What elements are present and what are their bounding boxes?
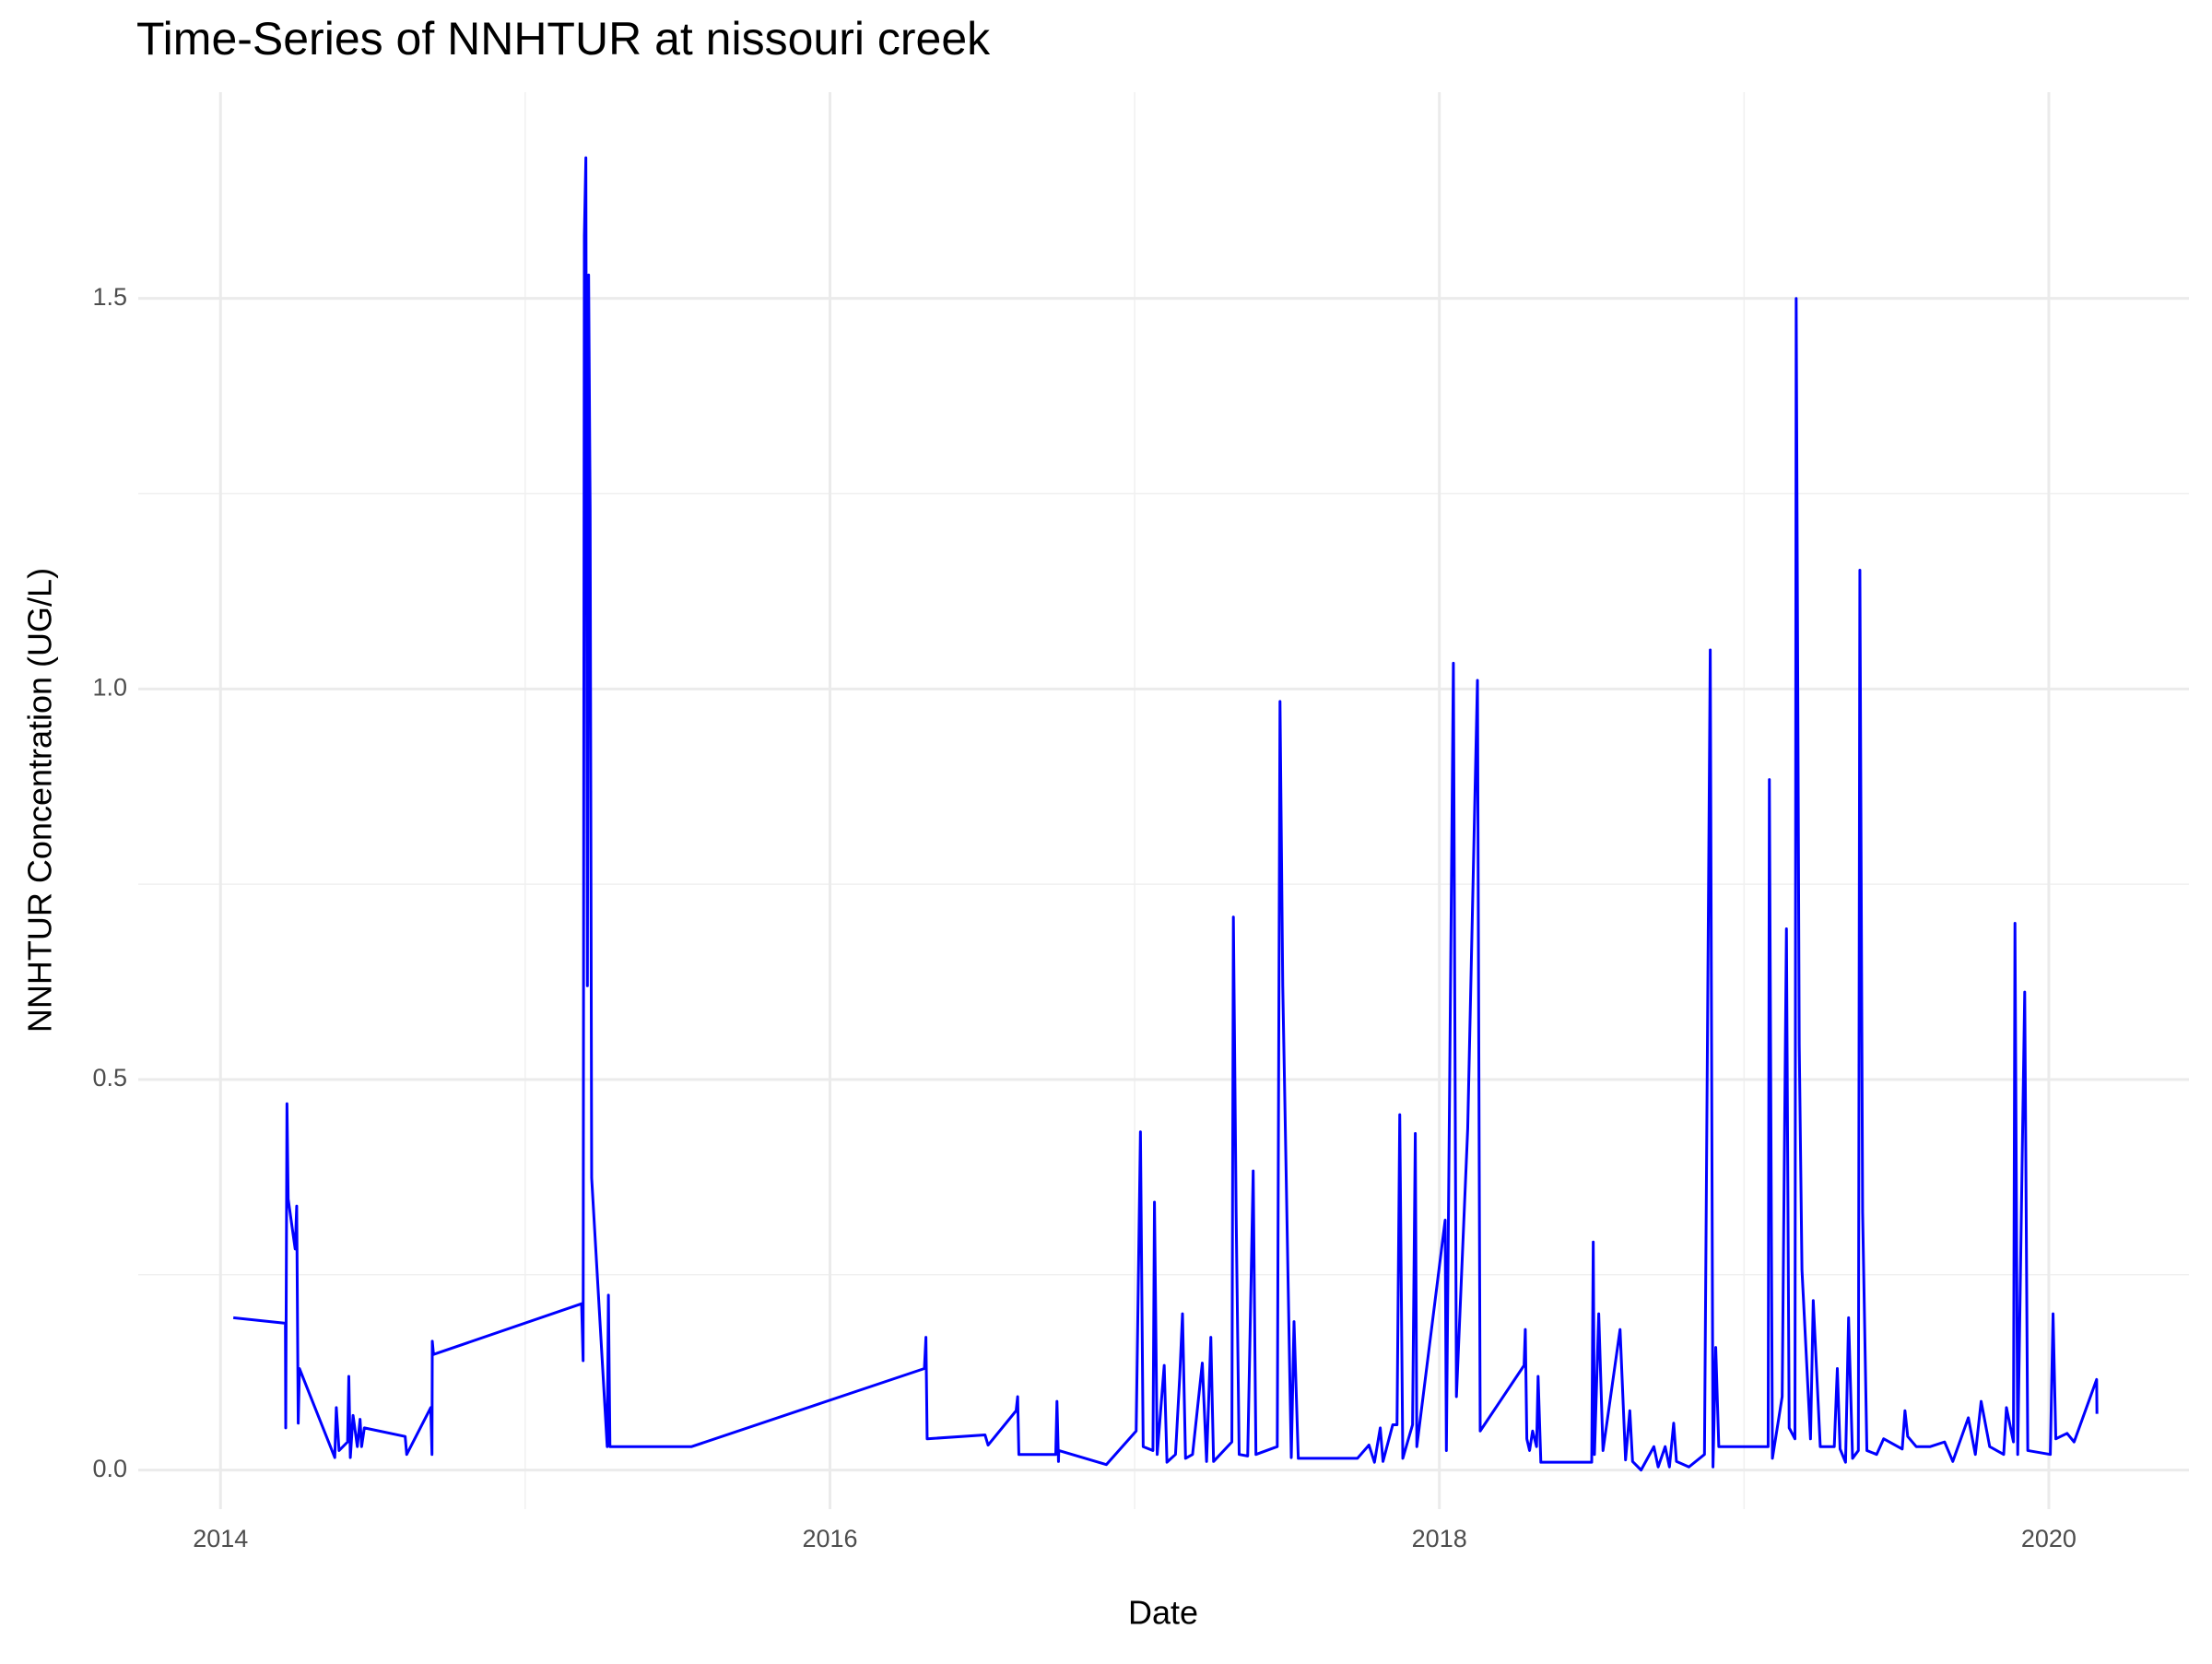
x-axis-title: Date [1128,1594,1198,1632]
y-tick-label: 0.5 [92,1064,127,1092]
x-tick-label: 2014 [193,1525,248,1552]
x-tick-label: 2016 [802,1525,857,1552]
data-line [232,156,2099,1472]
x-tick-label: 2018 [1412,1525,1467,1552]
y-tick-label: 1.0 [92,673,127,701]
y-axis-title: NNHTUR Concentration (UG/L) [21,568,59,1033]
chart-title: Time-Series of NNHTUR at nissouri creek [136,13,991,65]
y-tick-label: 0.0 [92,1455,127,1482]
y-tick-label: 1.5 [92,283,127,311]
x-tick-label: 2020 [2021,1525,2077,1552]
grid [138,92,2189,1509]
